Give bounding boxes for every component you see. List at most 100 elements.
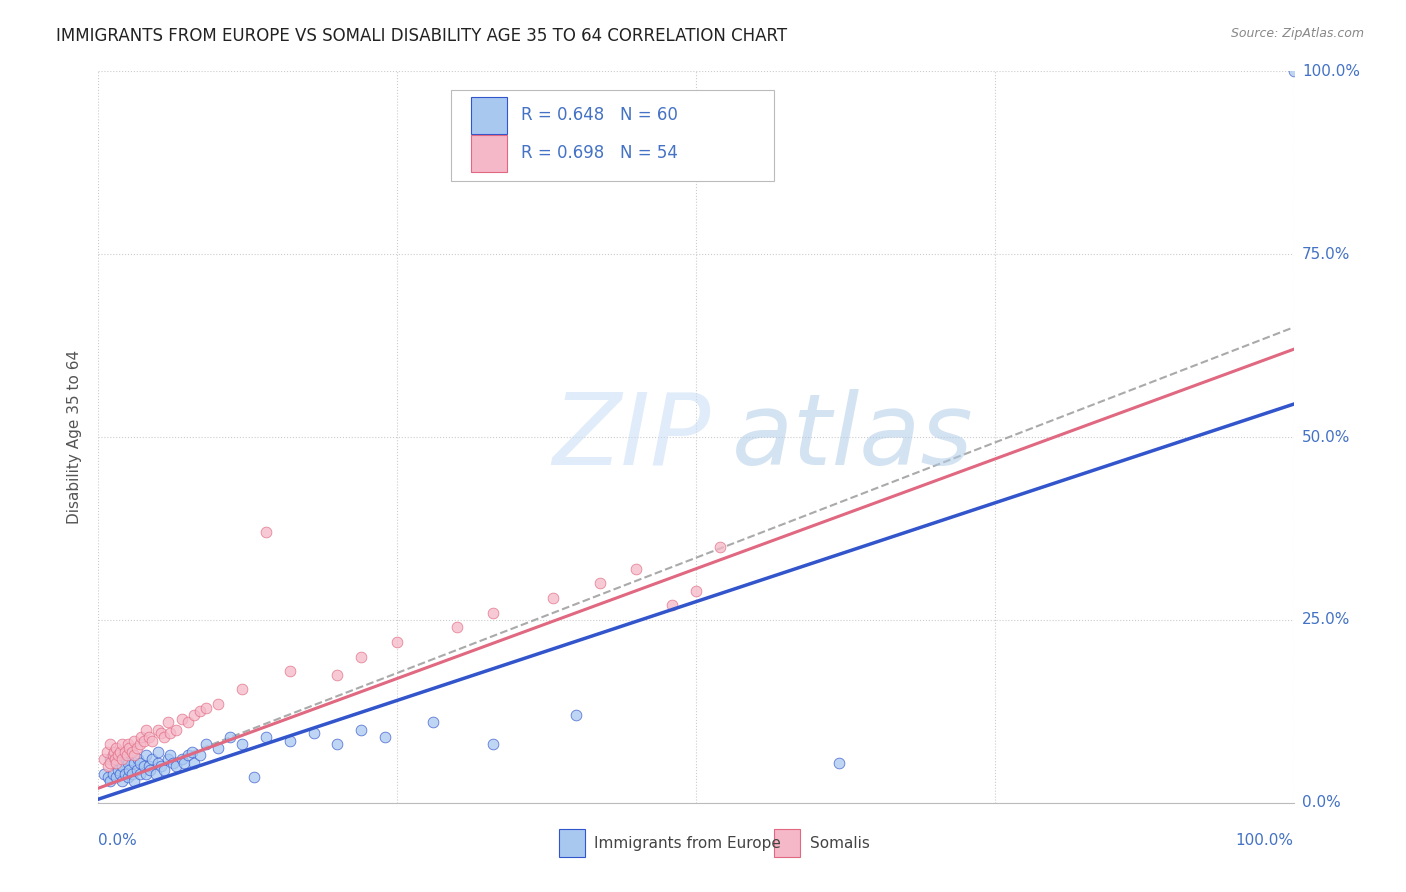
Point — [108, 766, 131, 780]
FancyBboxPatch shape — [773, 830, 800, 857]
Point — [278, 664, 301, 678]
Point — [188, 705, 211, 719]
Point — [98, 737, 122, 751]
Point — [97, 759, 120, 773]
Point — [138, 759, 160, 773]
Text: Source: ZipAtlas.com: Source: ZipAtlas.com — [1230, 27, 1364, 40]
Point — [183, 708, 205, 723]
Point — [165, 723, 187, 737]
Point — [626, 562, 648, 576]
Point — [709, 540, 731, 554]
Point — [481, 737, 505, 751]
Point — [481, 606, 505, 620]
Point — [589, 576, 612, 591]
Point — [446, 620, 468, 634]
Text: R = 0.648   N = 60: R = 0.648 N = 60 — [522, 106, 678, 124]
Point — [96, 745, 118, 759]
FancyBboxPatch shape — [471, 97, 508, 134]
Point — [98, 773, 122, 788]
Point — [135, 748, 157, 763]
Point — [101, 766, 124, 780]
Point — [148, 723, 170, 737]
Point — [145, 766, 167, 780]
Point — [97, 770, 120, 784]
Text: ZIP: ZIP — [553, 389, 711, 485]
Point — [177, 748, 200, 763]
Point — [254, 525, 277, 540]
Point — [98, 756, 122, 770]
Point — [541, 591, 564, 605]
Point — [149, 759, 172, 773]
Point — [121, 766, 143, 780]
Point — [93, 752, 115, 766]
Point — [661, 599, 683, 613]
Text: Immigrants from Europe: Immigrants from Europe — [595, 836, 782, 851]
Point — [124, 733, 146, 747]
Point — [231, 737, 253, 751]
Point — [131, 730, 153, 744]
Point — [231, 682, 253, 697]
Text: 50.0%: 50.0% — [1302, 430, 1350, 444]
Point — [111, 737, 134, 751]
Point — [219, 730, 242, 744]
Point — [105, 740, 128, 755]
Point — [326, 737, 349, 751]
Point — [115, 752, 138, 766]
Point — [173, 756, 195, 770]
Point — [135, 723, 157, 737]
Point — [103, 745, 125, 759]
Point — [117, 737, 139, 751]
Text: 0.0%: 0.0% — [98, 833, 138, 848]
Point — [125, 740, 148, 755]
Point — [132, 759, 155, 773]
Point — [195, 737, 218, 751]
Point — [374, 730, 396, 744]
Point — [172, 752, 194, 766]
Point — [107, 748, 129, 763]
Text: 0.0%: 0.0% — [1302, 796, 1340, 810]
Point — [302, 726, 325, 740]
Point — [118, 740, 141, 755]
Point — [685, 583, 707, 598]
Point — [117, 770, 139, 784]
Text: R = 0.698   N = 54: R = 0.698 N = 54 — [522, 145, 678, 162]
FancyBboxPatch shape — [558, 830, 585, 857]
Point — [188, 748, 211, 763]
Point — [385, 635, 409, 649]
Point — [111, 773, 134, 788]
Point — [326, 667, 349, 681]
Point — [828, 756, 851, 770]
Point — [565, 708, 588, 723]
Point — [422, 715, 444, 730]
Point — [195, 700, 218, 714]
Point — [172, 712, 194, 726]
Point — [93, 766, 115, 780]
Point — [180, 745, 202, 759]
Text: Somalis: Somalis — [810, 836, 869, 851]
Point — [177, 715, 200, 730]
Point — [127, 752, 149, 766]
Text: 25.0%: 25.0% — [1302, 613, 1350, 627]
Point — [165, 759, 187, 773]
Point — [153, 763, 176, 777]
Point — [350, 649, 373, 664]
Point — [139, 763, 162, 777]
FancyBboxPatch shape — [451, 90, 773, 181]
Point — [114, 745, 136, 759]
Point — [132, 733, 155, 747]
Point — [207, 740, 229, 755]
Point — [129, 766, 152, 780]
Point — [183, 756, 205, 770]
Point — [108, 745, 131, 759]
Y-axis label: Disability Age 35 to 64: Disability Age 35 to 64 — [67, 350, 83, 524]
Point — [350, 723, 373, 737]
Point — [129, 737, 152, 751]
Point — [141, 733, 163, 747]
Point — [121, 745, 143, 759]
Point — [156, 752, 179, 766]
Point — [159, 748, 181, 763]
Point — [124, 773, 146, 788]
Point — [148, 756, 170, 770]
Point — [135, 766, 157, 780]
Text: IMMIGRANTS FROM EUROPE VS SOMALI DISABILITY AGE 35 TO 64 CORRELATION CHART: IMMIGRANTS FROM EUROPE VS SOMALI DISABIL… — [56, 27, 787, 45]
